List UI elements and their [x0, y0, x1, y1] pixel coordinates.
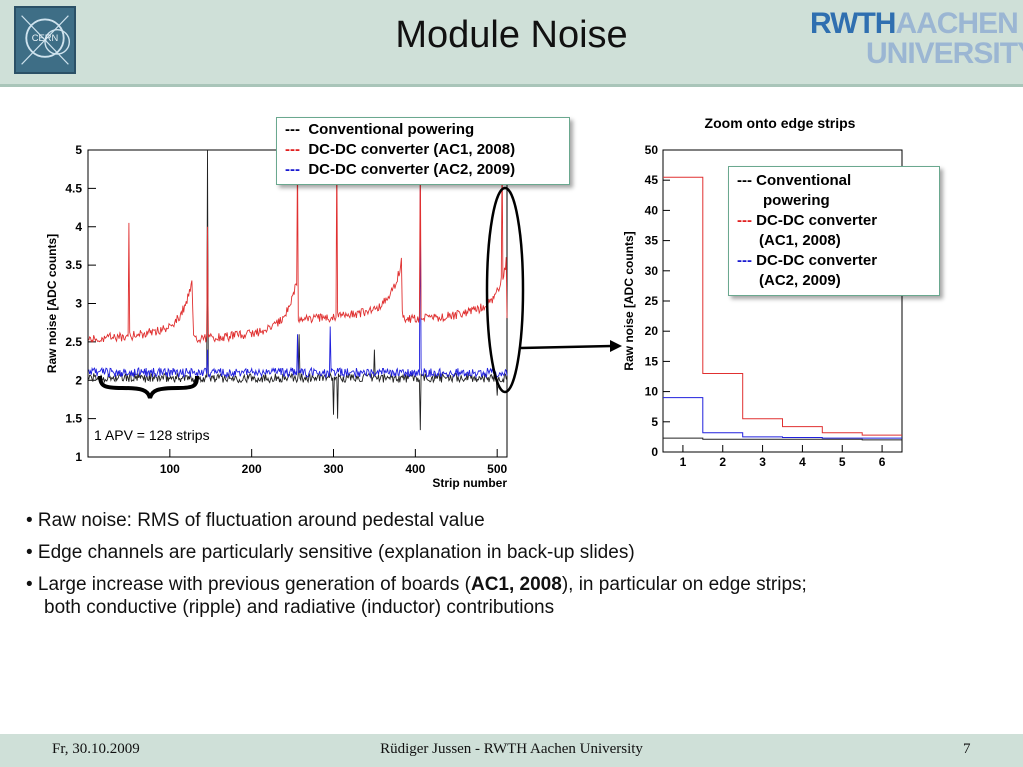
chart2-ytick-label: 5	[651, 415, 658, 429]
chart2-ytick-label: 50	[645, 143, 659, 157]
bullet-raw-noise: • Raw noise: RMS of fluctuation around p…	[26, 510, 485, 531]
apv-annotation: 1 APV = 128 strips	[94, 427, 210, 443]
chart2-xtick-label: 4	[799, 455, 806, 469]
chart1-series-line	[88, 149, 508, 431]
figure-area: 1 1.5 2 2.5 3 3.5 4 4.5 5 100 200 300 400 500 Strip nu…	[0, 100, 1023, 500]
bullet-large-increase: • Large increase with previous generatio…	[26, 574, 807, 595]
footer-author: Rüdiger Jussen - RWTH Aachen University	[380, 741, 643, 757]
legend-item-ac1: --- DC-DC converter (AC1, 2008)	[285, 141, 516, 158]
chart2-xtick-label: 1	[680, 455, 687, 469]
bullet-list: • Raw noise: RMS of fluctuation around p…	[26, 508, 1006, 627]
chart1-ytick-label: 4.5	[65, 181, 82, 195]
zoom-legend-ac1: --- DC-DC converter	[737, 212, 878, 229]
chart1-ytick-label: 5	[75, 143, 82, 157]
footer-date: Fr, 30.10.2009	[52, 741, 140, 757]
chart2-series-step	[663, 397, 902, 439]
slide-footer: Fr, 30.10.2009 Rüdiger Jussen - RWTH Aac…	[0, 734, 1023, 767]
chart1-xtick-label: 100	[160, 462, 180, 476]
bullet-edge-channels: • Edge channels are particularly sensiti…	[26, 542, 635, 563]
chart1-ytick-label: 3.5	[65, 258, 82, 272]
chart1-xtick-label: 200	[242, 462, 262, 476]
chart1-xtick-label: 300	[323, 462, 343, 476]
rwth-logo: RWTHAACHEN UNIVERSITY	[810, 7, 1023, 70]
legend-item-ac2: --- DC-DC converter (AC2, 2009)	[285, 161, 516, 178]
legend-zoom: --- Conventional powering --- DC-DC conv…	[728, 166, 940, 296]
cern-logo-text: CERN	[32, 33, 58, 43]
chart1-series-line	[88, 149, 508, 344]
zoom-legend-conventional: --- Conventional	[737, 172, 852, 189]
chart1-series-line	[88, 188, 508, 379]
chart2-series-step	[663, 437, 902, 441]
chart2-ytick-label: 45	[645, 173, 659, 187]
chart1-ytick-label: 1	[75, 450, 82, 464]
chart2-title: Zoom onto edge strips	[705, 115, 856, 131]
edge-ellipse	[485, 186, 525, 394]
zoom-legend-ac2: --- DC-DC converter	[737, 252, 878, 269]
chart2-series-step	[663, 176, 902, 436]
chart1-ytick-label: 4	[75, 220, 82, 234]
chart2-ytick-label: 15	[645, 354, 659, 368]
annotation-overlay: 1 APV = 128 strips	[94, 186, 622, 443]
chart2-ytick-label: 25	[645, 294, 659, 308]
chart2-ytick-label: 10	[645, 385, 659, 399]
legend-main: --- Conventional powering --- DC-DC conv…	[276, 117, 570, 185]
chart2-ytick-label: 40	[645, 203, 659, 217]
chart1-ytick-label: 2.5	[65, 335, 82, 349]
chart2-ytick-label: 30	[645, 264, 659, 278]
apv-brace	[98, 375, 199, 399]
chart1-xlabel: Strip number	[432, 476, 507, 490]
chart2-xtick-label: 5	[839, 455, 846, 469]
page-title: Module Noise	[395, 14, 628, 56]
chart2-xtick-label: 6	[879, 455, 886, 469]
zoom-arrow-head	[610, 340, 622, 352]
chart1-ytick-label: 2	[75, 373, 82, 387]
chart2-ytick-label: 35	[645, 234, 659, 248]
header-divider	[0, 84, 1023, 87]
zoom-arrow-line	[520, 344, 613, 350]
chart1-ytick-label: 1.5	[65, 412, 82, 426]
chart2-ytick-label: 0	[651, 445, 658, 459]
legend-item-conventional: --- Conventional powering	[285, 121, 475, 138]
chart2-xtick-label: 3	[759, 455, 766, 469]
footer-page-number: 7	[963, 741, 971, 757]
slide-header	[0, 0, 1023, 84]
cern-logo: CERN	[14, 6, 76, 74]
chart2-ylabel: Raw noise [ADC counts]	[622, 231, 636, 370]
bullet-large-increase-cont: both conductive (ripple) and radiative (…	[44, 597, 555, 618]
chart2-xtick-label: 2	[719, 455, 726, 469]
chart1-xtick-label: 500	[487, 462, 507, 476]
chart1-xtick-label: 400	[405, 462, 425, 476]
chart2-ytick-label: 20	[645, 324, 659, 338]
chart1-ytick-label: 3	[75, 297, 82, 311]
chart1-ylabel: Raw noise [ADC counts]	[45, 234, 59, 373]
